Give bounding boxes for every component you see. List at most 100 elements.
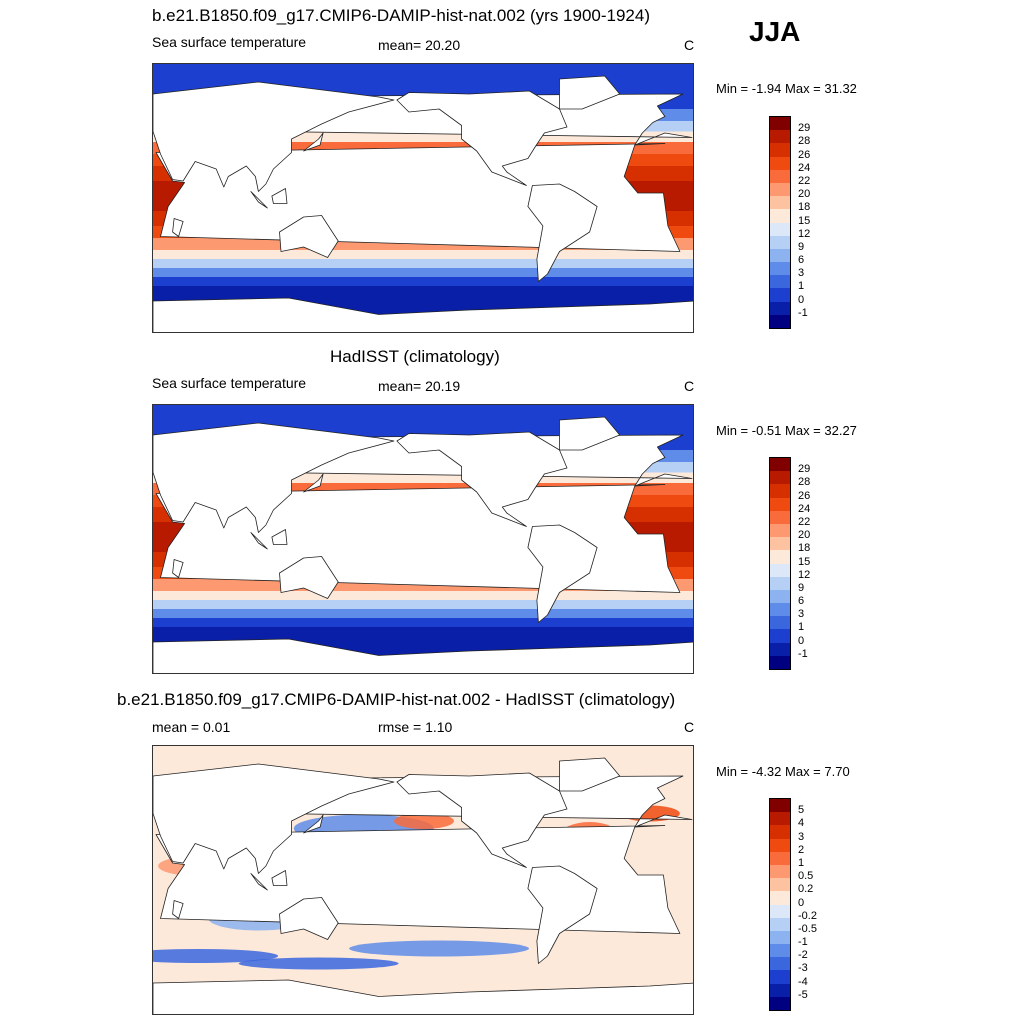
colorbar-swatch	[770, 458, 790, 472]
panel-title: b.e21.B1850.f09_g17.CMIP6-DAMIP-hist-nat…	[117, 690, 676, 709]
colorbar-swatch	[770, 864, 790, 879]
colorbar-tick-label: 1	[798, 280, 805, 293]
colorbar-tick-label: -0.2	[798, 909, 817, 922]
colorbar-swatch	[770, 996, 790, 1010]
colorbar	[769, 116, 791, 329]
colorbar-swatch	[770, 904, 790, 918]
colorbar-swatch	[770, 262, 790, 276]
land-outline	[396, 431, 568, 527]
colorbar-swatch	[770, 957, 790, 971]
land-outline	[279, 897, 339, 940]
colorbar-swatch	[770, 616, 790, 630]
colorbar-swatch	[770, 825, 790, 839]
colorbar-tick-label: 0.5	[798, 870, 814, 883]
colorbar-tick-label: 26	[798, 148, 811, 161]
colorbar-swatch	[770, 314, 790, 328]
colorbar-swatch	[770, 983, 790, 997]
land-outline	[279, 556, 339, 599]
temperature-band	[153, 609, 693, 618]
colorbar-tick-label: 5	[798, 804, 805, 817]
difference-anomaly	[153, 949, 279, 963]
land-outline	[396, 772, 568, 868]
colorbar-swatch	[770, 878, 790, 892]
land-outline	[527, 865, 598, 964]
colorbar-tick-label: 12	[798, 227, 811, 240]
colorbar-swatch	[770, 209, 790, 223]
land-outline	[271, 188, 288, 204]
colorbar-tick-label: 0	[798, 634, 805, 647]
land-outline	[527, 183, 598, 282]
land-outline	[303, 132, 324, 152]
land-outline	[153, 422, 395, 533]
colorbar-swatch	[770, 248, 790, 263]
map-canvas	[153, 64, 693, 332]
colorbar-tick-label: 1	[798, 621, 805, 634]
colorbar-swatch	[770, 589, 790, 604]
sst-map	[152, 404, 694, 674]
land-outline	[153, 638, 693, 673]
colorbar-tick-label: 0	[798, 293, 805, 306]
temperature-band	[153, 600, 693, 609]
colorbar-tick-label: 3	[798, 608, 805, 621]
mean-label: mean= 20.20	[378, 37, 461, 53]
colorbar-swatch	[770, 537, 790, 551]
colorbar-swatch	[770, 288, 790, 302]
colorbar-swatch	[770, 917, 790, 931]
land-outline	[172, 559, 184, 578]
colorbar-tick-label: 28	[798, 476, 811, 489]
sst-difference-map	[152, 745, 694, 1015]
land-outline	[271, 529, 288, 545]
colorbar-tick-label: 2	[798, 843, 805, 856]
colorbar-swatch	[770, 156, 790, 170]
colorbar-swatch	[770, 182, 790, 197]
colorbar-tick-label: 18	[798, 201, 811, 214]
colorbar-swatch	[770, 603, 790, 617]
temperature-band	[153, 131, 693, 142]
colorbar-tick-label: 4	[798, 817, 805, 830]
colorbar-tick-label: 18	[798, 542, 811, 555]
variable-label: Sea surface temperature	[152, 375, 307, 391]
difference-anomaly	[394, 813, 454, 829]
land-outline	[559, 416, 621, 451]
land-outline	[153, 81, 395, 192]
colorbar-swatch	[770, 550, 790, 564]
land-outline	[271, 870, 288, 886]
land-outline	[153, 297, 693, 332]
colorbar	[769, 457, 791, 670]
colorbar-swatch	[770, 143, 790, 157]
temperature-band	[153, 250, 693, 259]
units-label: C	[684, 378, 695, 394]
land-outline	[303, 814, 324, 834]
colorbar-swatch	[770, 510, 790, 524]
land-outline	[250, 191, 268, 209]
colorbar-swatch	[770, 891, 790, 905]
colorbar-tick-label: 9	[798, 240, 805, 253]
colorbar-tick-label: -5	[798, 988, 808, 1001]
season-label: JJA	[749, 16, 801, 47]
colorbar-tick-label: -4	[798, 975, 808, 988]
colorbar-tick-label: 24	[798, 502, 811, 515]
colorbar-tick-label: 6	[798, 595, 805, 608]
land-outline	[527, 524, 598, 623]
temperature-band	[153, 591, 693, 600]
temperature-band	[153, 472, 693, 483]
land-outline	[172, 218, 184, 237]
colorbar-tick-label: 3	[798, 267, 805, 280]
colorbar-tick-label: 26	[798, 489, 811, 502]
colorbar-swatch	[770, 497, 790, 511]
difference-anomaly	[238, 957, 399, 970]
colorbar-tick-label: 22	[798, 515, 811, 528]
colorbar-tick-label: 0	[798, 896, 805, 909]
temperature-band	[153, 277, 693, 286]
colorbar-swatch	[770, 563, 790, 577]
colorbar-tick-label: 22	[798, 174, 811, 187]
colorbar-swatch	[770, 930, 790, 945]
colorbar-swatch	[770, 117, 790, 131]
colorbar-tick-label: 29	[798, 122, 811, 135]
panel-title: b.e21.B1850.f09_g17.CMIP6-DAMIP-hist-nat…	[152, 6, 650, 25]
variable-label: Sea surface temperature	[152, 34, 307, 50]
colorbar-tick-label: 1	[798, 856, 805, 869]
minmax-label: Min = -4.32 Max = 7.70	[716, 764, 850, 779]
colorbar-swatch	[770, 629, 790, 643]
colorbar-tick-label: -2	[798, 949, 808, 962]
